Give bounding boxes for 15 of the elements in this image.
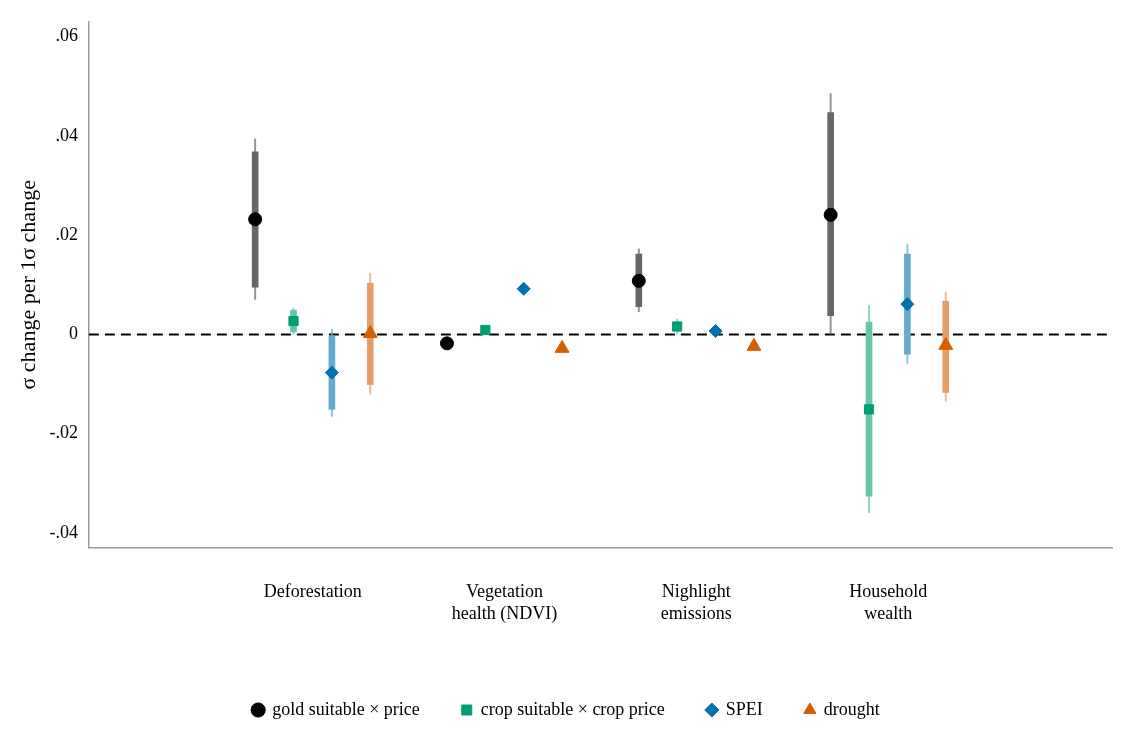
y-tick-label: -.04	[49, 521, 78, 542]
y-tick-label: .04	[55, 124, 78, 145]
legend-label: crop suitable × crop price	[480, 698, 665, 719]
x-tick-label: Nighlight emissions	[660, 581, 732, 623]
legend-label: drought	[823, 698, 880, 719]
x-tick-label: Vegetation health (NDVI)	[451, 581, 558, 624]
y-tick-label: .02	[55, 223, 78, 244]
x-tick-label: Household wealth	[849, 581, 928, 623]
legend-label: gold suitable × price	[272, 698, 420, 719]
y-tick-label: 0	[68, 323, 78, 344]
y-tick-label: .06	[55, 25, 78, 46]
x-tick-label: Deforestation	[263, 581, 362, 602]
y-tick-label: -.02	[49, 422, 78, 443]
legend-label: SPEI	[725, 698, 763, 719]
y-axis-title: σ change per 1σ change	[14, 180, 40, 390]
